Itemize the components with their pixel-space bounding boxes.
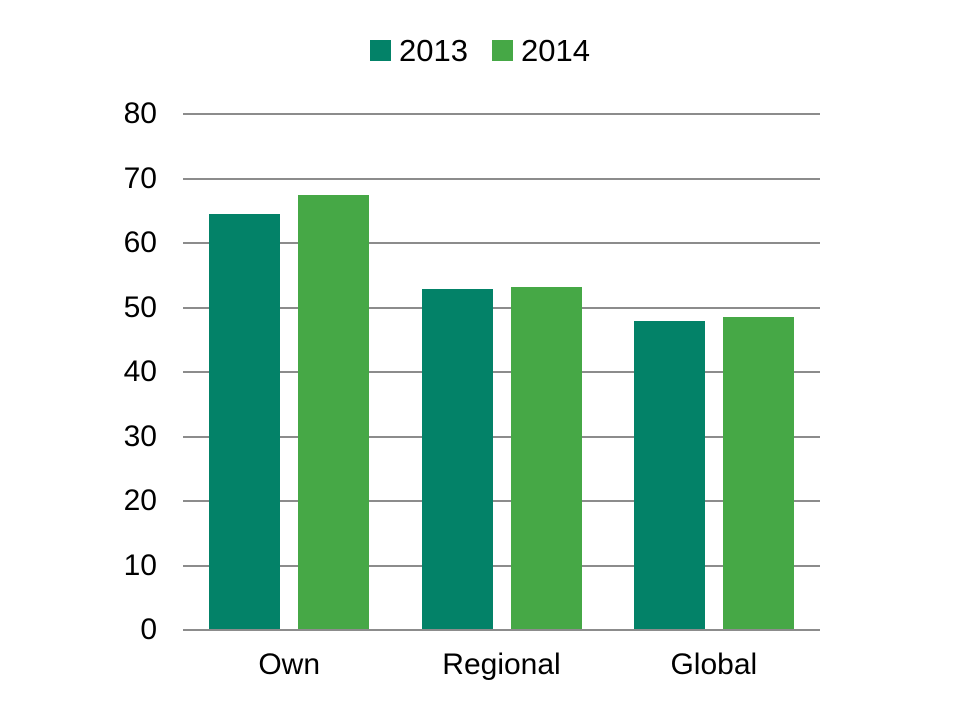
gridline-50 <box>183 306 820 309</box>
x-axis-line <box>183 629 820 631</box>
y-tick-label-50: 50 <box>123 290 157 324</box>
gridline-60 <box>183 242 820 244</box>
bar-global-2013 <box>633 321 705 630</box>
y-tick-label-30: 30 <box>123 419 157 453</box>
plot-area <box>183 113 820 631</box>
gridline-20 <box>183 500 820 502</box>
gridline-30 <box>183 435 820 438</box>
bar-global-2014 <box>722 316 794 630</box>
y-tick-label-0: 0 <box>140 613 157 646</box>
x-category-label-regional: Regional <box>442 648 561 681</box>
gridline-70 <box>183 177 820 180</box>
legend-swatch-icon <box>492 39 513 61</box>
bar-regional-2014 <box>510 286 582 630</box>
legend-item-2014: 2014 <box>492 35 590 66</box>
y-tick-label-20: 20 <box>123 484 157 517</box>
legend-swatch-icon <box>370 39 392 61</box>
y-tick-label-40: 40 <box>123 355 157 388</box>
y-tick-label-60: 60 <box>123 226 157 259</box>
legend-label: 2013 <box>399 32 468 68</box>
x-category-label-global: Global <box>670 648 758 681</box>
gridline-40 <box>183 371 820 373</box>
bar-regional-2013 <box>421 289 493 630</box>
y-tick-label-70: 70 <box>123 161 157 195</box>
bar-own-2013 <box>209 213 281 630</box>
gridline-10 <box>183 564 820 567</box>
y-tick-label-10: 10 <box>123 548 157 582</box>
x-category-label-own: Own <box>258 648 320 681</box>
chart-legend: 2013 2014 <box>0 28 960 72</box>
bar-own-2014 <box>298 194 370 630</box>
legend-item-2013: 2013 <box>370 35 468 66</box>
y-tick-label-80: 80 <box>123 97 157 130</box>
legend-label: 2014 <box>521 32 590 68</box>
gridline-80 <box>183 113 820 115</box>
